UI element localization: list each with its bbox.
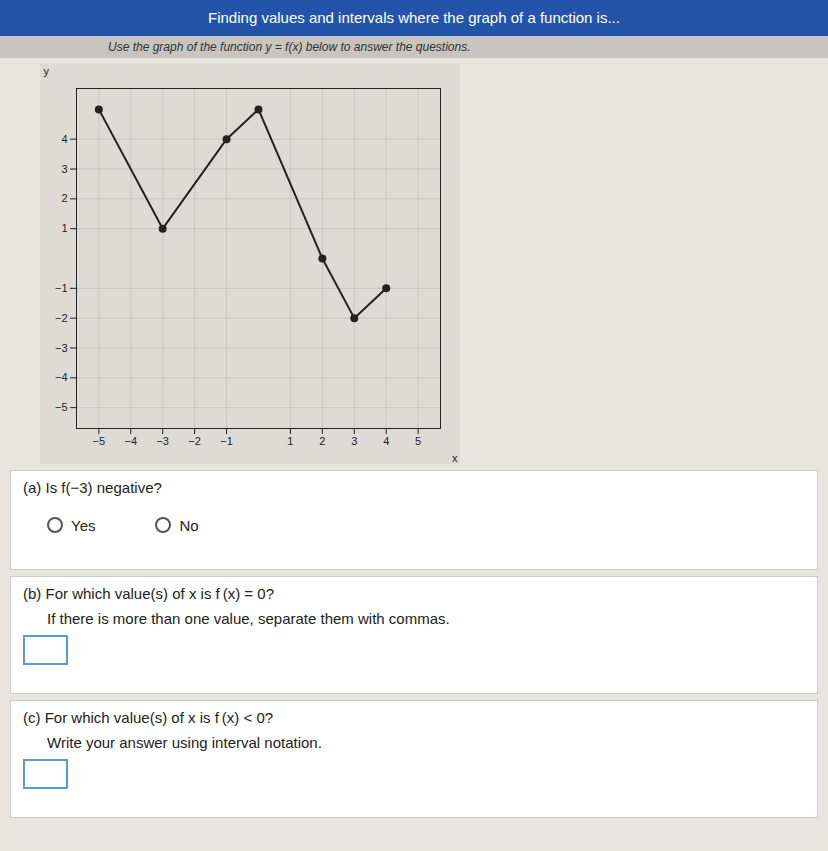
svg-text:−1: −1 — [220, 435, 233, 447]
svg-text:x: x — [452, 452, 458, 464]
svg-text:4: 4 — [61, 133, 67, 145]
svg-text:5: 5 — [415, 435, 421, 447]
svg-text:−5: −5 — [55, 401, 68, 413]
html-text:(a) Is f(−3) negative?: (a) Is f(−3) negative? — [23, 479, 162, 496]
svg-text:−3: −3 — [156, 435, 169, 447]
svg-text:1: 1 — [61, 222, 67, 234]
svg-text:−4: −4 — [125, 435, 138, 447]
svg-text:−2: −2 — [188, 435, 201, 447]
svg-text:−1: −1 — [55, 282, 68, 294]
svg-text:2: 2 — [319, 435, 325, 447]
svg-text:−2: −2 — [55, 312, 68, 324]
svg-text:−4: −4 — [55, 371, 68, 383]
svg-text:2: 2 — [61, 192, 67, 204]
svg-text:y: y — [44, 65, 50, 77]
html-text:Yes: Yes — [71, 516, 96, 534]
html-text:Write your answer using interv: Write your answer using interval notatio… — [47, 734, 322, 751]
svg-text:3: 3 — [61, 163, 67, 175]
html-text:(c) For which value(s) of x is: (c) For which value(s) of x is f (x) < 0… — [23, 709, 274, 726]
html-text:If there is more than one valu: If there is more than one value, separat… — [47, 610, 450, 627]
svg-text:3: 3 — [351, 435, 357, 447]
html-text:No: No — [179, 516, 199, 534]
svg-text:1: 1 — [287, 435, 293, 447]
html-text:(b) For which value(s) of x is: (b) For which value(s) of x is f (x) = 0… — [23, 585, 274, 602]
html-text:Finding values and intervals w: Finding values and intervals where the g… — [208, 9, 620, 26]
html-text:Use the graph of the function: Use the graph of the function y = f(x) b… — [108, 40, 471, 54]
svg-text:−3: −3 — [55, 341, 68, 353]
svg-text:4: 4 — [383, 435, 389, 447]
svg-text:−5: −5 — [93, 435, 106, 447]
